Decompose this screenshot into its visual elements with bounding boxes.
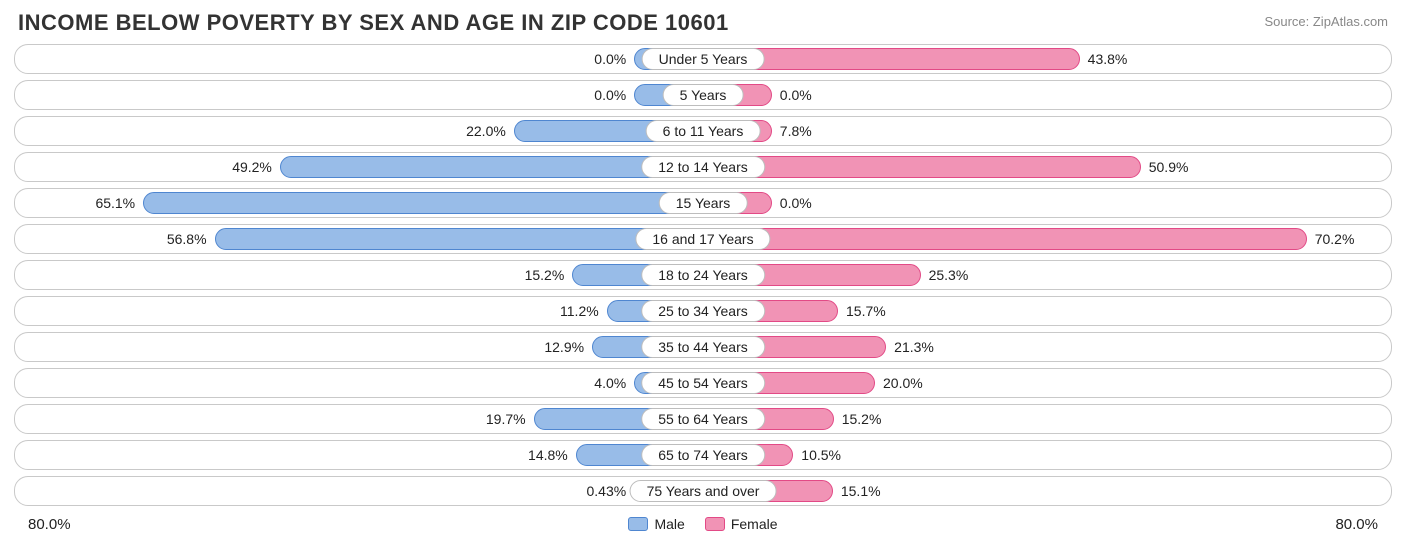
- chart-row: 0.0% 0.0% 5 Years: [14, 80, 1392, 110]
- value-label-male: 65.1%: [95, 195, 135, 211]
- value-label-female: 10.5%: [801, 447, 841, 463]
- value-label-female: 43.8%: [1088, 51, 1128, 67]
- category-pill: 16 and 17 Years: [635, 228, 770, 250]
- category-pill: 45 to 54 Years: [641, 372, 765, 394]
- chart-row: 22.0% 7.8% 6 to 11 Years: [14, 116, 1392, 146]
- category-pill: 5 Years: [663, 84, 744, 106]
- legend-label-female: Female: [731, 516, 778, 532]
- axis-label-left: 80.0%: [28, 516, 71, 533]
- chart-row: 14.8% 10.5% 65 to 74 Years: [14, 440, 1392, 470]
- bar-female: [703, 228, 1307, 250]
- value-label-male: 19.7%: [486, 411, 526, 427]
- swatch-female: [705, 517, 725, 531]
- chart-row: 12.9% 21.3% 35 to 44 Years: [14, 332, 1392, 362]
- bar-male: [215, 228, 703, 250]
- chart-row: 0.43% 15.1% 75 Years and over: [14, 476, 1392, 506]
- value-label-male: 11.2%: [560, 303, 599, 319]
- chart-area: 0.0% 43.8% Under 5 Years 0.0% 0.0% 5 Years 22.…: [0, 42, 1406, 506]
- legend-item-female: Female: [705, 516, 778, 532]
- chart-footer: 80.0% Male Female 80.0%: [0, 512, 1406, 532]
- chart-row: 19.7% 15.2% 55 to 64 Years: [14, 404, 1392, 434]
- swatch-male: [628, 517, 648, 531]
- chart-source: Source: ZipAtlas.com: [1264, 10, 1388, 29]
- value-label-male: 22.0%: [466, 123, 506, 139]
- chart-row: 15.2% 25.3% 18 to 24 Years: [14, 260, 1392, 290]
- category-pill: 12 to 14 Years: [641, 156, 765, 178]
- value-label-male: 4.0%: [594, 375, 626, 391]
- value-label-female: 0.0%: [780, 87, 812, 103]
- value-label-male: 56.8%: [167, 231, 207, 247]
- chart-row: 0.0% 43.8% Under 5 Years: [14, 44, 1392, 74]
- chart-header: INCOME BELOW POVERTY BY SEX AND AGE IN Z…: [0, 0, 1406, 42]
- chart-row: 4.0% 20.0% 45 to 54 Years: [14, 368, 1392, 398]
- legend-label-male: Male: [654, 516, 684, 532]
- category-pill: 25 to 34 Years: [641, 300, 765, 322]
- category-pill: 75 Years and over: [630, 480, 777, 502]
- value-label-female: 50.9%: [1149, 159, 1189, 175]
- bar-male: [143, 192, 703, 214]
- category-pill: 65 to 74 Years: [641, 444, 765, 466]
- chart-row: 65.1% 0.0% 15 Years: [14, 188, 1392, 218]
- value-label-male: 49.2%: [232, 159, 272, 175]
- value-label-female: 20.0%: [883, 375, 923, 391]
- chart-row: 11.2% 15.7% 25 to 34 Years: [14, 296, 1392, 326]
- chart-title: INCOME BELOW POVERTY BY SEX AND AGE IN Z…: [18, 10, 729, 36]
- value-label-female: 21.3%: [894, 339, 934, 355]
- value-label-female: 15.7%: [846, 303, 886, 319]
- chart-row: 49.2% 50.9% 12 to 14 Years: [14, 152, 1392, 182]
- category-pill: 18 to 24 Years: [641, 264, 765, 286]
- category-pill: 55 to 64 Years: [641, 408, 765, 430]
- value-label-female: 25.3%: [929, 267, 969, 283]
- category-pill: Under 5 Years: [642, 48, 765, 70]
- axis-label-right: 80.0%: [1335, 516, 1378, 533]
- value-label-male: 0.0%: [594, 87, 626, 103]
- value-label-female: 15.2%: [842, 411, 882, 427]
- bar-female: [703, 156, 1141, 178]
- value-label-female: 70.2%: [1315, 231, 1355, 247]
- value-label-male: 14.8%: [528, 447, 568, 463]
- value-label-female: 0.0%: [780, 195, 812, 211]
- chart-row: 56.8% 70.2% 16 and 17 Years: [14, 224, 1392, 254]
- value-label-male: 0.43%: [587, 483, 627, 499]
- value-label-male: 15.2%: [525, 267, 565, 283]
- value-label-male: 0.0%: [594, 51, 626, 67]
- legend-item-male: Male: [628, 516, 684, 532]
- category-pill: 15 Years: [659, 192, 748, 214]
- value-label-female: 15.1%: [841, 483, 881, 499]
- value-label-female: 7.8%: [780, 123, 812, 139]
- legend: Male Female: [628, 516, 777, 532]
- value-label-male: 12.9%: [544, 339, 584, 355]
- category-pill: 6 to 11 Years: [646, 120, 761, 142]
- bar-male: [280, 156, 703, 178]
- category-pill: 35 to 44 Years: [641, 336, 765, 358]
